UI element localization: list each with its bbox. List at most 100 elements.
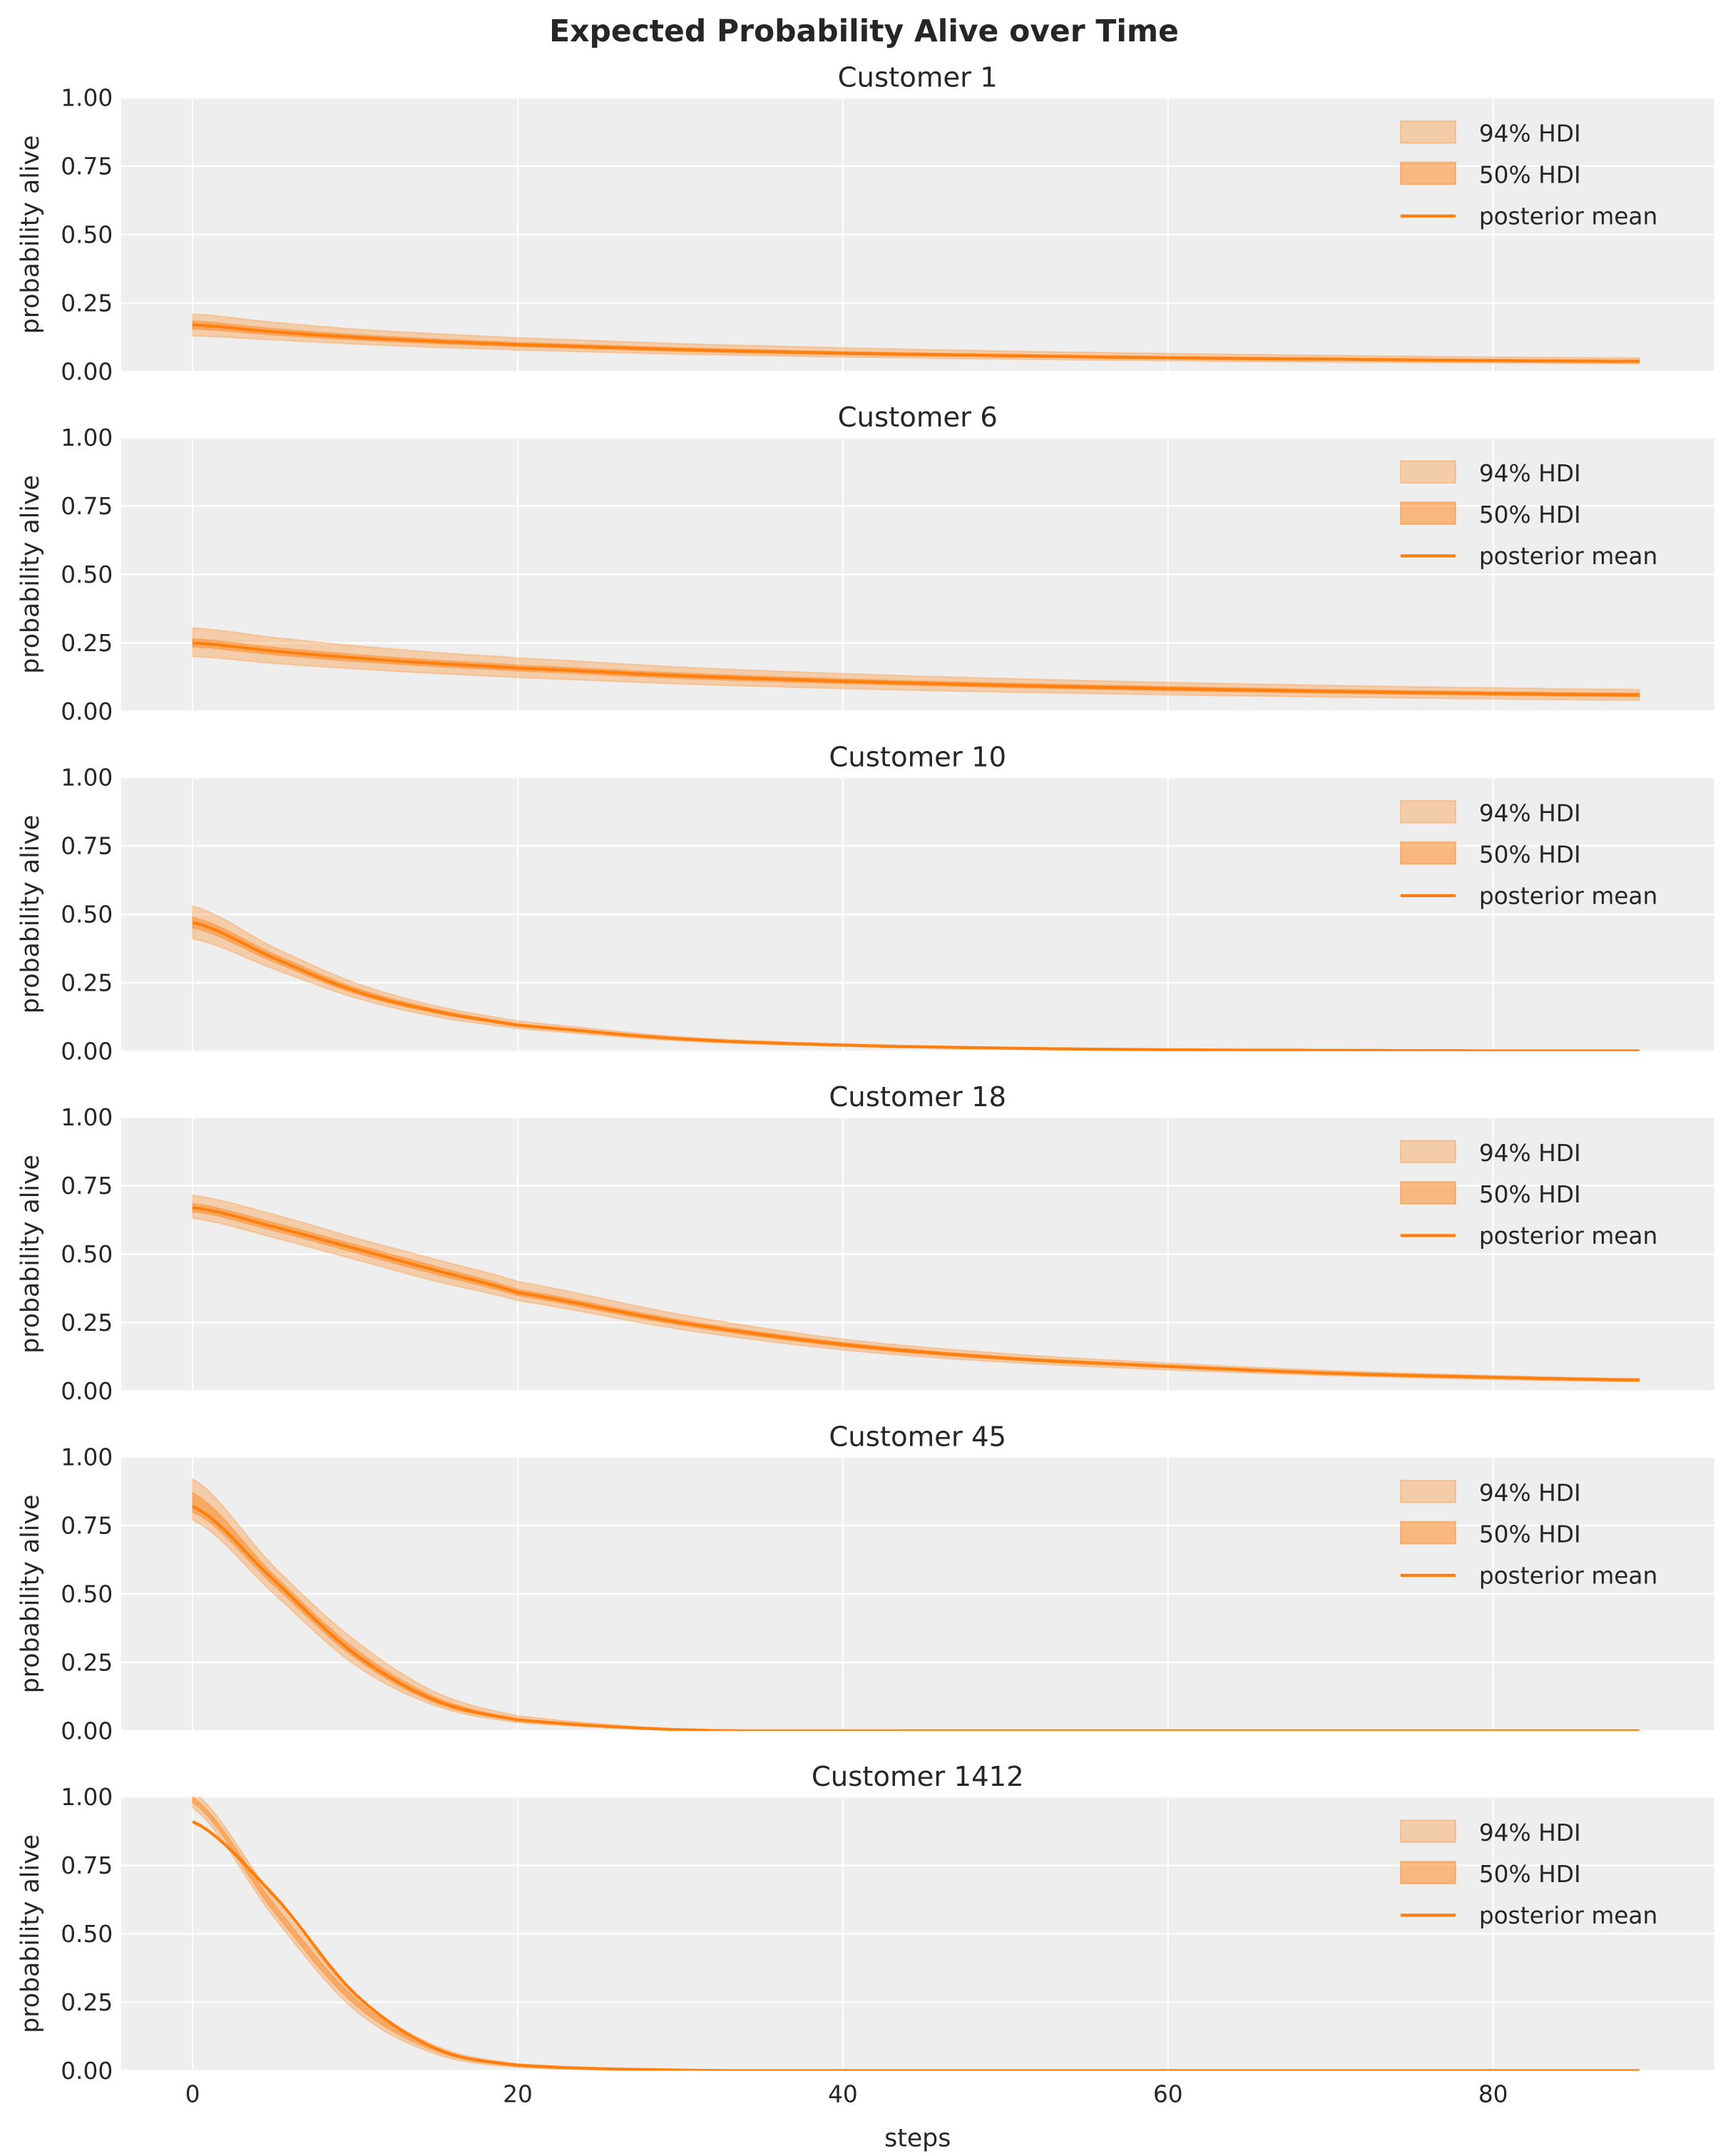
y-tick-label: 0.00	[61, 358, 113, 385]
plot-area	[192, 905, 1640, 1051]
y-axis-label: probability alive	[16, 475, 45, 674]
posterior-mean-line	[192, 1505, 1640, 1731]
y-tick-label: 0.25	[61, 1309, 113, 1337]
posterior-mean-line	[192, 323, 1640, 363]
figure-title: Expected Probability Alive over Time	[549, 14, 1179, 49]
y-tick-label: 0.50	[61, 901, 113, 929]
y-tick-label: 1.00	[61, 1784, 113, 1811]
panel-customer-10: 0.00 0.25 0.50 0.75 1.00 Customer 10 probabili…	[16, 742, 1714, 1065]
y-tick-label: 0.50	[61, 1241, 113, 1268]
y-tick-label: 0.00	[61, 2058, 113, 2085]
legend-label: posterior mean	[1479, 1562, 1657, 1589]
y-tick-label: 0.50	[61, 1581, 113, 1608]
posterior-mean-line	[192, 1206, 1640, 1382]
panel-customer-1412: 0 20 40 60 80 0.00 0.25 0.50 0.75 1.00 Customer 14…	[16, 1761, 1714, 2108]
y-axis-label: probability alive	[16, 1495, 45, 1694]
legend-label: 50% HDI	[1479, 1181, 1581, 1208]
y-tick-label: 0.25	[61, 969, 113, 996]
legend-swatch-hdi-50	[1399, 1521, 1456, 1545]
legend-label: posterior mean	[1479, 203, 1657, 230]
legend-swatch-hdi-50	[1399, 501, 1456, 525]
panel-title: Customer 1	[838, 62, 998, 94]
plot-area	[192, 1194, 1640, 1383]
y-tick-label: 1.00	[61, 85, 113, 112]
panel-title: Customer 45	[829, 1421, 1006, 1453]
y-tick-label: 0.50	[61, 1921, 113, 1948]
y-tick-label: 0.25	[61, 1989, 113, 2016]
y-tick-label: 0.00	[61, 1717, 113, 1744]
x-tick-label: 80	[1478, 2081, 1508, 2108]
legend: 94% HDI 50% HDI posterior mean	[1399, 799, 1657, 909]
hdi-94-band	[192, 1797, 1640, 2071]
plot-area	[192, 313, 1640, 365]
legend-swatch-hdi-50	[1399, 1861, 1456, 1884]
posterior-mean-line	[192, 641, 1640, 697]
legend-label: posterior mean	[1479, 882, 1657, 909]
legend-swatch-hdi-50	[1399, 841, 1456, 865]
y-axis-label: probability alive	[16, 815, 45, 1014]
panel-title: Customer 18	[829, 1081, 1006, 1113]
posterior-mean-line	[192, 1820, 1640, 2071]
legend: 94% HDI 50% HDI posterior mean	[1399, 460, 1657, 570]
x-axis-label: steps	[884, 2124, 951, 2152]
legend-label: 94% HDI	[1479, 460, 1581, 487]
panel-title: Customer 10	[829, 742, 1006, 774]
legend: 94% HDI 50% HDI posterior mean	[1399, 1479, 1657, 1589]
panel-customer-18: 0.00 0.25 0.50 0.75 1.00 Customer 18 probabili…	[16, 1081, 1714, 1405]
panel-customer-6: 0.00 0.25 0.50 0.75 1.00 Customer 6 probabilit…	[16, 402, 1714, 725]
legend-label: 50% HDI	[1479, 162, 1581, 189]
legend-label: 50% HDI	[1479, 501, 1581, 528]
legend-swatch-hdi-50	[1399, 1181, 1456, 1205]
panel-title: Customer 6	[838, 402, 998, 434]
legend-swatch-hdi-94	[1399, 1140, 1456, 1164]
panel-title: Customer 1412	[812, 1761, 1024, 1793]
legend-label: 50% HDI	[1479, 1521, 1581, 1548]
y-tick-label: 0.25	[61, 1649, 113, 1676]
legend-swatch-hdi-94	[1399, 460, 1456, 484]
y-tick-label: 0.75	[61, 493, 113, 520]
legend-label: posterior mean	[1479, 1902, 1657, 1929]
legend-swatch-hdi-94	[1399, 1819, 1456, 1844]
hdi-94-band	[192, 1194, 1640, 1383]
panel-customer-45: 0.00 0.25 0.50 0.75 1.00 Customer 45 probabili…	[16, 1421, 1714, 1744]
legend: 94% HDI 50% HDI posterior mean	[1399, 1140, 1657, 1250]
y-tick-label: 0.75	[61, 833, 113, 860]
legend-label: 94% HDI	[1479, 800, 1581, 827]
y-tick-label: 0.75	[61, 1172, 113, 1200]
hdi-94-band	[192, 1477, 1640, 1731]
legend-swatch-hdi-94	[1399, 799, 1456, 824]
x-tick-label: 20	[503, 2081, 533, 2108]
y-axis-label: probability alive	[16, 1834, 45, 2033]
posterior-mean-line	[192, 921, 1640, 1051]
y-tick-label: 1.00	[61, 1444, 113, 1471]
legend-swatch-hdi-50	[1399, 161, 1456, 185]
legend-swatch-hdi-94	[1399, 1479, 1456, 1503]
legend-label: posterior mean	[1479, 543, 1657, 570]
x-tick-label: 0	[185, 2081, 200, 2108]
legend-label: 94% HDI	[1479, 1819, 1581, 1846]
legend-label: posterior mean	[1479, 1222, 1657, 1250]
y-tick-label: 0.25	[61, 630, 113, 657]
legend-label: 94% HDI	[1479, 1140, 1581, 1167]
y-axis-label: probability alive	[16, 136, 45, 334]
hdi-50-band	[192, 638, 1640, 698]
y-axis-label: probability alive	[16, 1155, 45, 1354]
y-tick-label: 1.00	[61, 765, 113, 792]
legend-label: 50% HDI	[1479, 842, 1581, 869]
y-tick-label: 0.75	[61, 1513, 113, 1540]
legend: 94% HDI 50% HDI posterior mean	[1399, 121, 1657, 230]
y-tick-label: 0.00	[61, 698, 113, 725]
y-tick-label: 0.00	[61, 1378, 113, 1405]
y-tick-label: 1.00	[61, 424, 113, 451]
y-tick-label: 0.00	[61, 1038, 113, 1065]
y-tick-label: 0.50	[61, 222, 113, 249]
legend-label: 94% HDI	[1479, 121, 1581, 148]
y-tick-label: 0.50	[61, 561, 113, 588]
legend-label: 50% HDI	[1479, 1861, 1581, 1888]
plot-area	[192, 1797, 1640, 2071]
legend-label: 94% HDI	[1479, 1480, 1581, 1507]
x-tick-label: 60	[1153, 2081, 1183, 2108]
plot-area	[192, 627, 1640, 701]
legend: 94% HDI 50% HDI posterior mean	[1399, 1819, 1657, 1929]
